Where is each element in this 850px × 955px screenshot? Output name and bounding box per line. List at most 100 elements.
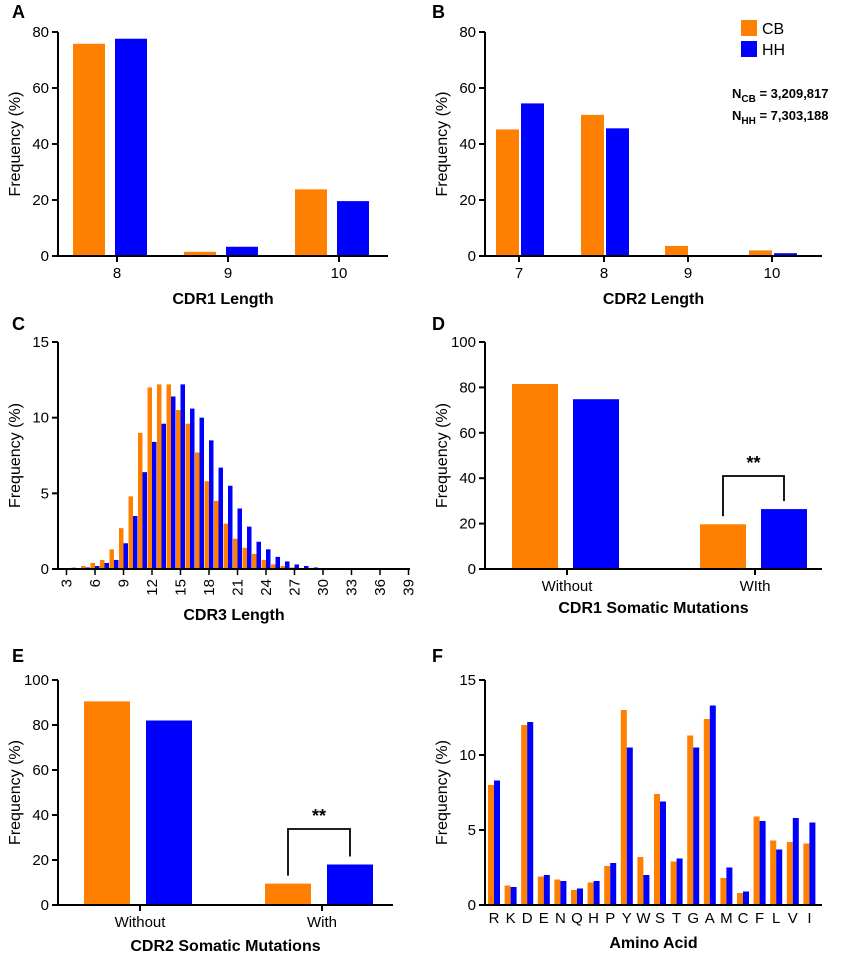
bar-hh-23 bbox=[256, 541, 261, 569]
bar-hh-I bbox=[809, 822, 816, 905]
x-axis-title: CDR1 Somatic Mutations bbox=[558, 600, 748, 617]
x-tick-label: N bbox=[555, 910, 566, 927]
x-tick-label: I bbox=[807, 910, 811, 927]
bar-hh-Y bbox=[626, 747, 633, 905]
significance-label: ** bbox=[746, 453, 760, 473]
chart-panel-b: B 0 20 40 60 80 7 8 9 10 CDR2 Length Frequency (%) bbox=[432, 2, 822, 308]
bar-cb-8 bbox=[73, 43, 105, 257]
bar-hh-F bbox=[759, 821, 766, 905]
y-tick-label: 20 bbox=[32, 852, 49, 869]
bar-hh-13 bbox=[161, 423, 166, 569]
bar-hh-E bbox=[543, 875, 550, 905]
y-tick-label: 40 bbox=[459, 470, 476, 487]
y-tick-label: 60 bbox=[32, 762, 49, 779]
bar-cb-6 bbox=[90, 562, 95, 569]
legend-swatch-hh bbox=[741, 41, 757, 57]
bar-cb-With bbox=[265, 883, 311, 905]
panel-label: E bbox=[12, 646, 24, 666]
bar-cb-WIth bbox=[700, 524, 746, 569]
bar-cb-Without bbox=[84, 701, 130, 905]
bar-cb-11 bbox=[138, 432, 143, 569]
bar-hh-8 bbox=[114, 559, 119, 569]
x-tick-label: T bbox=[672, 910, 681, 927]
bar-cb-9 bbox=[665, 245, 688, 256]
bar-hh-M bbox=[726, 867, 733, 905]
bar-cb-I bbox=[803, 843, 810, 905]
bar-hh-S bbox=[660, 801, 666, 905]
y-tick-label: 60 bbox=[459, 80, 476, 97]
bar-hh-With bbox=[327, 864, 373, 905]
y-tick-label: 40 bbox=[32, 136, 49, 153]
panel-label: D bbox=[432, 314, 445, 334]
x-axis-title: CDR3 Length bbox=[183, 607, 284, 624]
bar-cb-7 bbox=[496, 129, 519, 256]
bar-hh-8 bbox=[606, 128, 629, 256]
bar-cb-S bbox=[654, 794, 660, 905]
bar-cb-8 bbox=[581, 114, 604, 256]
bar-cb-R bbox=[488, 785, 494, 905]
x-tick-label: D bbox=[522, 910, 533, 927]
panel-label: C bbox=[12, 314, 25, 334]
x-tick-label: With bbox=[307, 914, 337, 931]
y-tick-label: 0 bbox=[468, 248, 476, 265]
x-axis-title: CDR2 Length bbox=[603, 291, 704, 308]
bar-hh-15 bbox=[180, 384, 185, 569]
bar-hh-7 bbox=[521, 103, 544, 257]
bar-hh-12 bbox=[152, 441, 157, 569]
bar-cb-10 bbox=[749, 250, 772, 256]
legend-swatch-cb bbox=[741, 20, 757, 36]
bar-hh-24 bbox=[266, 549, 271, 569]
x-tick-label: M bbox=[720, 910, 733, 927]
y-tick-label: 10 bbox=[459, 747, 476, 764]
bar-hh-Q bbox=[577, 888, 583, 905]
y-tick-label: 0 bbox=[41, 248, 49, 265]
x-tick-label: 12 bbox=[144, 579, 161, 596]
bar-cb-C bbox=[737, 893, 743, 905]
bar-hh-9 bbox=[226, 246, 258, 256]
bar-hh-T bbox=[676, 858, 683, 905]
y-tick-label: 80 bbox=[32, 24, 49, 41]
x-tick-label: WIth bbox=[740, 578, 771, 595]
x-tick-label: 10 bbox=[331, 265, 348, 282]
x-tick-label: 30 bbox=[315, 579, 332, 596]
bar-cb-24 bbox=[261, 559, 266, 569]
y-axis-title: Frequency (%) bbox=[434, 92, 451, 197]
x-tick-label: Q bbox=[571, 910, 583, 927]
y-tick-label: 80 bbox=[459, 379, 476, 396]
y-tick-label: 0 bbox=[468, 561, 476, 578]
bar-hh-C bbox=[743, 891, 749, 905]
bar-hh-9 bbox=[123, 543, 128, 569]
y-tick-label: 15 bbox=[459, 672, 476, 689]
x-tick-label: R bbox=[489, 910, 500, 927]
x-tick-label: Without bbox=[115, 914, 167, 931]
bar-cb-E bbox=[537, 876, 544, 905]
x-tick-label: 8 bbox=[600, 265, 608, 282]
bar-hh-W bbox=[643, 875, 650, 905]
y-tick-label: 0 bbox=[468, 897, 476, 914]
bar-hh-11 bbox=[142, 472, 147, 569]
n-hh-annotation: NHH = 7,303,188 bbox=[732, 108, 829, 127]
y-tick-label: 20 bbox=[459, 192, 476, 209]
x-tick-label: 9 bbox=[116, 579, 133, 587]
bar-cb-16 bbox=[185, 423, 190, 569]
y-tick-label: 100 bbox=[451, 334, 476, 351]
bar-cb-25 bbox=[271, 564, 276, 569]
bar-cb-Y bbox=[620, 710, 627, 905]
bar-hh-8 bbox=[115, 38, 147, 256]
y-axis-title: Frequency (%) bbox=[434, 403, 451, 508]
x-tick-label: 33 bbox=[344, 579, 361, 596]
y-tick-label: 20 bbox=[459, 516, 476, 533]
x-axis-title: Amino Acid bbox=[609, 935, 697, 952]
bar-cb-10 bbox=[295, 189, 327, 256]
x-tick-label: C bbox=[738, 910, 749, 927]
y-tick-label: 100 bbox=[24, 672, 49, 689]
bar-cb-23 bbox=[252, 553, 257, 569]
y-tick-label: 10 bbox=[32, 410, 49, 427]
bar-hh-10 bbox=[133, 516, 138, 569]
panel-label: A bbox=[12, 2, 25, 22]
y-tick-label: 60 bbox=[459, 425, 476, 442]
x-tick-label: 39 bbox=[401, 579, 418, 596]
bar-cb-12 bbox=[147, 387, 152, 569]
